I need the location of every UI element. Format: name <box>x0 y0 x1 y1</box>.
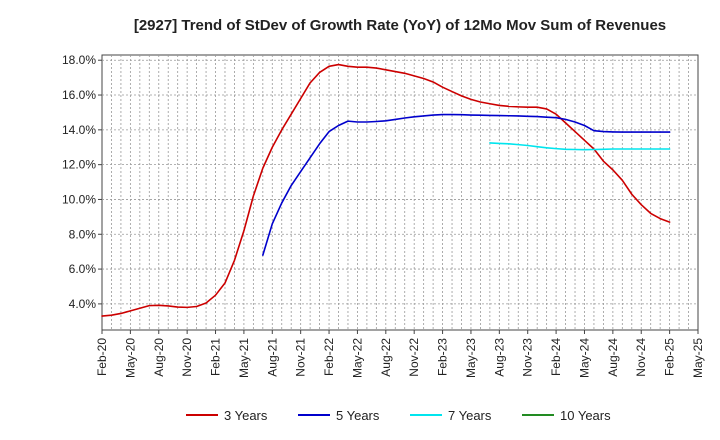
x-tick-label: May-25 <box>691 338 705 378</box>
x-tick-label: Feb-21 <box>209 338 223 376</box>
x-tick-label: Nov-22 <box>407 338 421 377</box>
legend-label: 5 Years <box>336 408 380 423</box>
y-tick-label: 4.0% <box>69 297 97 311</box>
x-tick-label: Nov-20 <box>180 338 194 377</box>
y-tick-label: 6.0% <box>69 262 97 276</box>
x-axis: Feb-20 May-20 Aug-20 Nov-20 Feb-21 May-21 Aug-… <box>95 330 705 378</box>
x-tick-label: Feb-23 <box>436 338 450 376</box>
y-tick-label: 16.0% <box>62 88 96 102</box>
y-tick-label: 8.0% <box>69 227 97 241</box>
y-tick-label: 10.0% <box>62 192 96 206</box>
x-tick-label: Aug-23 <box>492 338 506 377</box>
x-tick-label: Aug-22 <box>379 338 393 377</box>
y-tick-label: 12.0% <box>62 158 96 172</box>
plot-area <box>101 54 699 331</box>
x-tick-label: Aug-20 <box>152 338 166 377</box>
series-lines <box>101 63 671 317</box>
y-tick-label: 14.0% <box>62 123 96 137</box>
y-tick-label: 18.0% <box>62 53 96 67</box>
chart-title: [2927] Trend of StDev of Growth Rate (Yo… <box>134 17 666 34</box>
x-tick-label: Feb-25 <box>663 338 677 376</box>
legend-label: 3 Years <box>224 408 268 423</box>
series-line-7-years <box>489 142 671 151</box>
x-tick-label: Feb-22 <box>322 338 336 376</box>
legend-label: 7 Years <box>448 408 492 423</box>
x-tick-label: Nov-21 <box>294 338 308 377</box>
gridlines <box>102 55 698 330</box>
series-line-3-years <box>101 63 671 317</box>
x-tick-label: Nov-23 <box>521 338 535 377</box>
x-tick-label: May-22 <box>350 338 364 378</box>
x-tick-label: Feb-24 <box>549 338 563 376</box>
x-tick-label: Nov-24 <box>634 338 648 377</box>
series-line-5-years <box>262 113 671 256</box>
x-tick-label: May-24 <box>577 338 591 378</box>
x-tick-label: Feb-20 <box>95 338 109 376</box>
x-tick-label: May-23 <box>464 338 478 378</box>
legend: 3 Years 5 Years 7 Years 10 Years <box>186 408 611 423</box>
legend-label: 10 Years <box>560 408 611 423</box>
x-tick-label: May-21 <box>237 338 251 378</box>
x-tick-label: Aug-21 <box>265 338 279 377</box>
y-axis: 4.0% 6.0% 8.0% 10.0% 12.0% 14.0% 16.0% 18.0% <box>62 53 102 311</box>
x-tick-label: May-20 <box>123 338 137 378</box>
x-tick-label: Aug-24 <box>606 338 620 377</box>
